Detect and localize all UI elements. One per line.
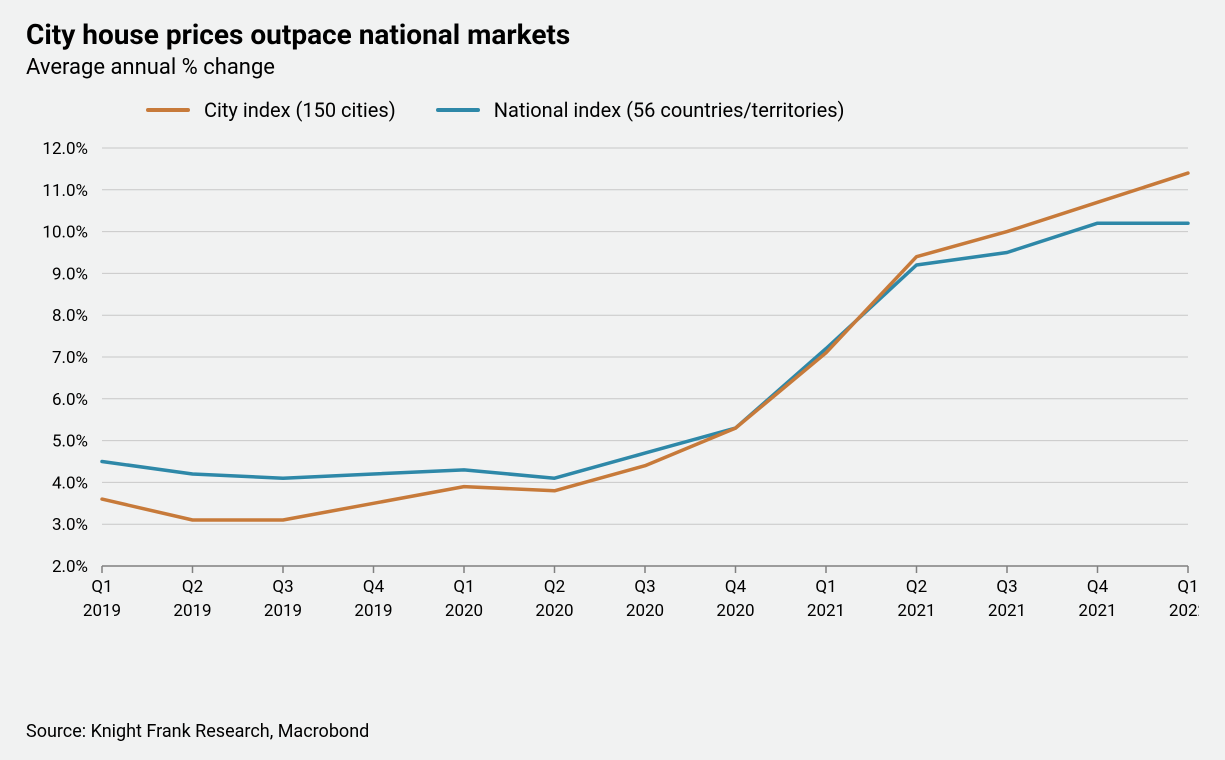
chart-title: City house prices outpace national marke… (26, 18, 1199, 51)
svg-text:2021: 2021 (897, 601, 935, 621)
svg-text:Q1: Q1 (1177, 577, 1198, 597)
svg-text:Q4: Q4 (725, 577, 747, 597)
svg-text:Q1: Q1 (91, 577, 112, 597)
chart-container: City house prices outpace national marke… (0, 0, 1225, 760)
svg-text:2020: 2020 (445, 601, 483, 621)
svg-text:Q3: Q3 (272, 577, 293, 597)
svg-text:Q2: Q2 (906, 577, 927, 597)
legend-label-national: National index (56 countries/territories… (494, 98, 845, 122)
svg-text:2019: 2019 (264, 601, 302, 621)
series-national-line (102, 223, 1188, 478)
svg-text:3.0%: 3.0% (52, 515, 88, 535)
svg-text:2021: 2021 (1078, 601, 1116, 621)
svg-text:6.0%: 6.0% (52, 390, 88, 410)
svg-text:2019: 2019 (83, 601, 121, 621)
chart-subtitle: Average annual % change (26, 55, 1199, 80)
svg-text:Q4: Q4 (363, 577, 385, 597)
svg-text:2019: 2019 (354, 601, 392, 621)
svg-text:4.0%: 4.0% (52, 473, 88, 493)
svg-text:12.0%: 12.0% (42, 139, 88, 159)
svg-text:9.0%: 9.0% (52, 264, 88, 284)
svg-text:2020: 2020 (716, 601, 754, 621)
svg-text:Q4: Q4 (1087, 577, 1109, 597)
svg-text:Q3: Q3 (996, 577, 1017, 597)
svg-text:Q2: Q2 (544, 577, 565, 597)
svg-text:Q2: Q2 (182, 577, 203, 597)
svg-text:Q3: Q3 (634, 577, 655, 597)
svg-text:Q1: Q1 (815, 577, 836, 597)
legend-swatch-city (146, 108, 190, 112)
svg-text:5.0%: 5.0% (52, 432, 88, 452)
chart-plot: 2.0% 3.0% 4.0% 5.0% 6.0% 7.0% 8.0% 9.0% 10.0% 11.… (26, 136, 1199, 660)
legend-item-national: National index (56 countries/territories… (436, 98, 845, 122)
svg-text:2022: 2022 (1169, 601, 1199, 621)
svg-text:2.0%: 2.0% (52, 557, 88, 577)
svg-text:2020: 2020 (626, 601, 664, 621)
legend-label-city: City index (150 cities) (204, 98, 396, 122)
legend-item-city: City index (150 cities) (146, 98, 396, 122)
svg-text:2020: 2020 (535, 601, 573, 621)
svg-text:11.0%: 11.0% (42, 181, 88, 201)
chart-source: Source: Knight Frank Research, Macrobond (26, 721, 369, 742)
legend-swatch-national (436, 108, 480, 112)
svg-text:2021: 2021 (807, 601, 845, 621)
svg-text:2019: 2019 (173, 601, 211, 621)
svg-text:7.0%: 7.0% (52, 348, 88, 368)
legend: City index (150 cities) National index (… (146, 98, 1199, 122)
series-city-line (102, 173, 1188, 520)
svg-text:8.0%: 8.0% (52, 306, 88, 326)
line-chart-svg: 2.0% 3.0% 4.0% 5.0% 6.0% 7.0% 8.0% 9.0% 10.0% 11.… (26, 136, 1199, 656)
svg-text:10.0%: 10.0% (42, 223, 88, 243)
svg-text:2021: 2021 (988, 601, 1026, 621)
svg-text:Q1: Q1 (453, 577, 474, 597)
